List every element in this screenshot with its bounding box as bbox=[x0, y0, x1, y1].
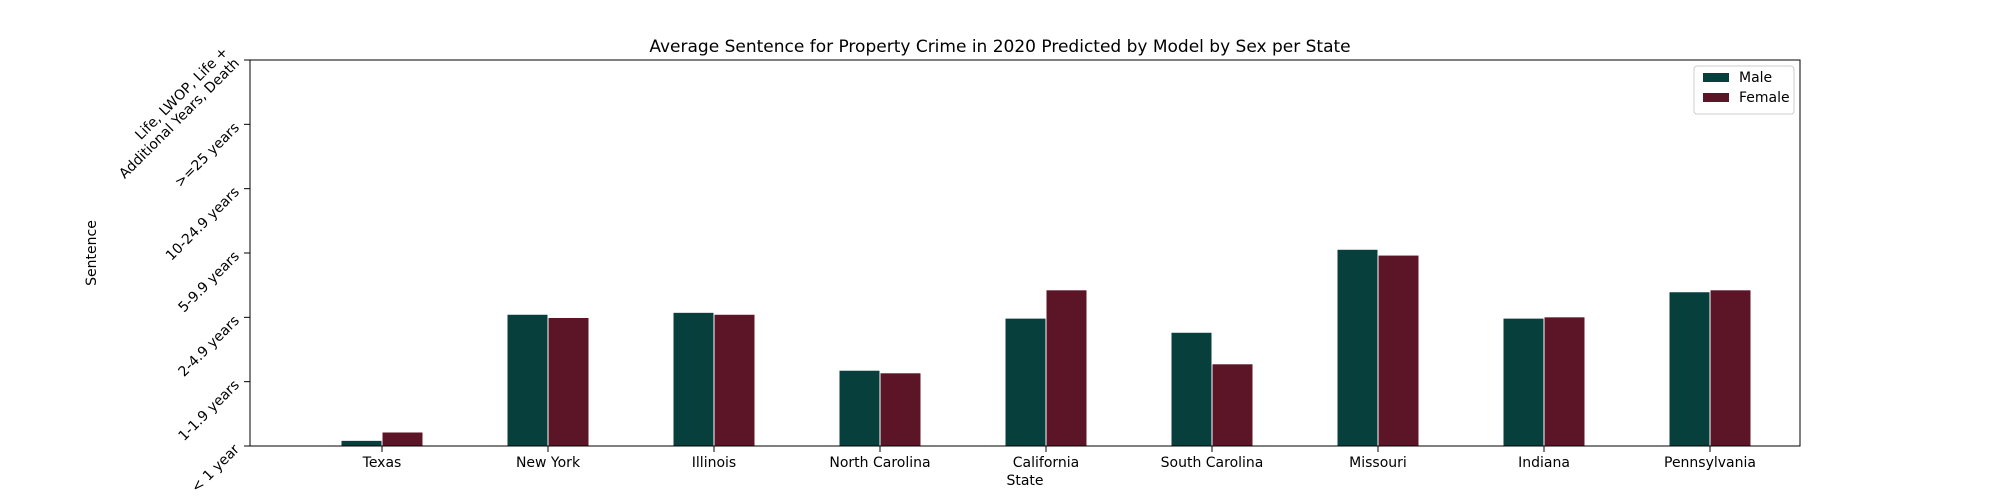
bar-female-new-york bbox=[548, 317, 589, 446]
bar-female-illinois bbox=[714, 314, 755, 446]
x-tick-label: South Carolina bbox=[1161, 455, 1264, 471]
x-tick-label: Pennsylvania bbox=[1664, 455, 1756, 471]
bar-male-texas bbox=[341, 440, 382, 446]
bar-female-pennsylvania bbox=[1710, 290, 1751, 446]
bars-group bbox=[341, 249, 1751, 446]
bar-male-pennsylvania bbox=[1669, 292, 1710, 446]
legend: Male Female bbox=[1693, 65, 1795, 115]
y-tick-label: 5-9.9 years bbox=[176, 249, 243, 316]
x-tick-label: New York bbox=[516, 455, 581, 471]
bar-male-new-york bbox=[507, 314, 548, 446]
x-tick-label: Illinois bbox=[692, 455, 736, 471]
x-tick-label: California bbox=[1013, 455, 1079, 471]
x-axis: Texas New York Illinois North Carolina Calif… bbox=[362, 446, 1756, 471]
y-tick-label: Life, LWOP, Life +Additional Years, Deat… bbox=[105, 44, 243, 182]
bar-male-missouri bbox=[1337, 249, 1378, 446]
bar-female-south-carolina bbox=[1212, 364, 1253, 446]
y-axis-label: Sentence bbox=[84, 220, 100, 286]
bar-male-california bbox=[1005, 318, 1046, 446]
x-axis-label: State bbox=[1006, 473, 1043, 489]
bar-male-illinois bbox=[673, 312, 714, 446]
legend-label-female: Female bbox=[1739, 90, 1790, 106]
bar-female-texas bbox=[382, 432, 423, 446]
y-tick-label: 1-1.9 years bbox=[176, 377, 243, 444]
x-tick-label: Missouri bbox=[1349, 455, 1407, 471]
bar-female-missouri bbox=[1378, 255, 1419, 446]
bar-male-south-carolina bbox=[1171, 332, 1212, 446]
bar-male-north-carolina bbox=[839, 370, 880, 446]
y-tick-label: 2-4.9 years bbox=[176, 313, 243, 380]
bar-female-north-carolina bbox=[880, 373, 921, 446]
legend-swatch-female bbox=[1703, 93, 1729, 102]
y-tick-label: >=25 years bbox=[172, 120, 243, 191]
legend-swatch-male bbox=[1703, 73, 1729, 82]
bar-female-california bbox=[1046, 290, 1087, 446]
x-tick-label: Indiana bbox=[1518, 455, 1570, 471]
x-tick-label: North Carolina bbox=[829, 455, 930, 471]
bar-male-indiana bbox=[1503, 318, 1544, 446]
bar-female-indiana bbox=[1544, 317, 1585, 446]
chart-title: Average Sentence for Property Crime in 2… bbox=[649, 37, 1350, 57]
x-tick-label: Texas bbox=[362, 455, 402, 471]
y-tick-label: < 1 year bbox=[189, 441, 243, 495]
legend-label-male: Male bbox=[1739, 70, 1772, 86]
